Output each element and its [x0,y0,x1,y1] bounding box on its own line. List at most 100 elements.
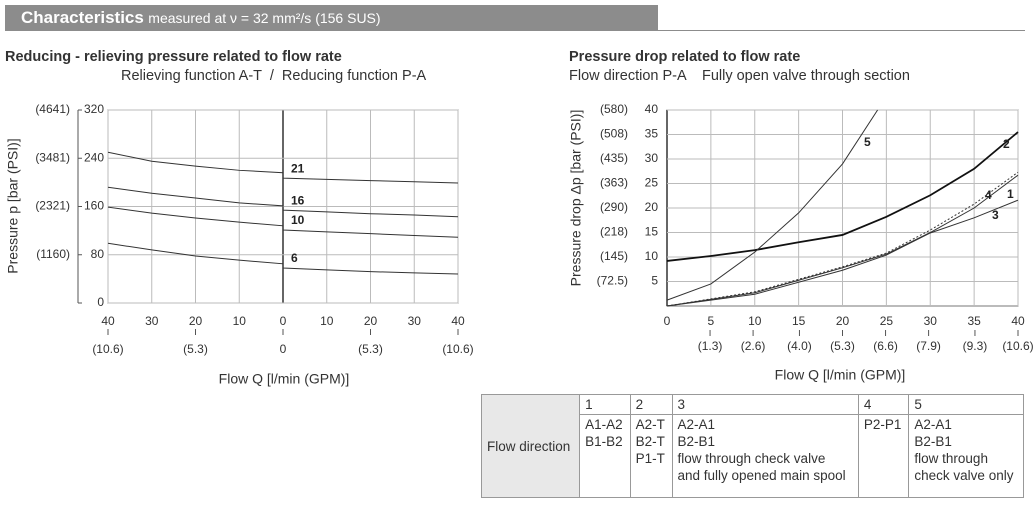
series-line [107,206,459,238]
cell-line: A2-A1 [914,417,952,432]
y-tick-label: 240 [84,150,104,164]
cell-line: A2-A1 [677,417,716,432]
header-rule [658,30,1025,31]
column-cell: A2-T B2-T P1-T [629,414,673,498]
series-label: 16 [291,193,305,207]
y2-tick-label: (1160) [36,247,70,261]
header-title: Characteristics [21,8,144,27]
y-tick-label: 20 [645,200,659,214]
cell-line: and fully opened main spool [677,468,846,483]
chart-subtitle: Flow direction P-A Fully open valve thro… [569,68,910,84]
column-cell: A2-A1 B2-B1 flow through check valve and fu… [671,414,859,498]
y-tick-label: 80 [91,247,105,261]
x2-tick-label: (2.6) [741,339,766,353]
x-tick-label: 40 [451,314,465,328]
cell-line: P2-P1 [863,417,902,432]
y2-tick-label: (580) [600,102,628,116]
x-tick-label: 30 [145,314,159,328]
x-tick-label: 0 [280,314,287,328]
series-line [107,186,459,218]
series-label: 10 [291,213,305,227]
x2-tick-label: (5.3) [830,339,855,353]
y2-tick-label: (72.5) [597,274,628,288]
cell-line: flow through [914,451,988,466]
y-tick-label: 30 [645,151,659,165]
x2-tick-label: 0 [280,342,287,356]
series-label: 5 [864,135,871,149]
y-tick-label: 35 [645,127,659,141]
series-label: 1 [1007,187,1014,201]
x-tick-label: 30 [408,314,422,328]
cell-line: P1-T [635,451,665,466]
column-number: 3 [671,394,859,415]
series-line [107,242,459,275]
x2-tick-label: (5.3) [358,342,383,356]
y-axis-title: Pressure p [bar (PSI)] [5,138,21,273]
x-tick-label: 40 [101,314,115,328]
chart-title: Reducing - relieving pressure related to… [5,49,342,65]
x2-tick-label: (10.6) [442,342,473,356]
x2-tick-label: (6.6) [873,339,898,353]
x2-tick-label: (9.3) [963,339,988,353]
x-tick-label: 0 [664,314,671,328]
cell-line: B1-B2 [585,434,623,449]
x-tick-label: 20 [836,314,850,328]
header-subtitle: measured at ν = 32 mm²/s (156 SUS) [148,10,381,26]
x-axis-title: Flow Q [l/min (GPM)] [219,371,350,387]
series-line [666,174,1019,307]
x-axis-title: Flow Q [l/min (GPM)] [775,367,906,383]
series-line [107,151,459,184]
column-number: 4 [857,394,910,415]
y-tick-label: 15 [645,225,659,239]
cell-line: A2-T [635,417,665,432]
y-tick-label: 0 [97,295,104,309]
x-tick-label: 10 [233,314,247,328]
y2-tick-label: (145) [600,249,628,263]
series-line [666,171,1019,307]
series-label: 3 [992,208,999,222]
y2-tick-label: (435) [600,151,628,165]
header-bar: Characteristics measured at ν = 32 mm²/s… [5,5,658,31]
chart-subtitle: Relieving function A-T / Reducing functi… [121,68,427,84]
column-cell: A2-A1 B2-B1 flow through check valve only [908,414,1024,498]
x-tick-label: 15 [792,314,806,328]
y-tick-label: 25 [645,176,659,190]
x2-tick-label: (7.9) [916,339,941,353]
cell-line: B2-B1 [914,434,952,449]
x-tick-label: 10 [748,314,762,328]
y-tick-label: 10 [645,249,659,263]
x-tick-label: 10 [320,314,334,328]
cell-line: B2-B1 [677,434,716,449]
y2-tick-label: (4641) [35,102,70,116]
cell-line: flow through check valve [677,451,826,466]
x-tick-label: 5 [708,314,715,328]
column-cell: A1-A2 B1-B2 [579,414,631,498]
series-line [666,199,1019,307]
charts: Reducing - relieving pressure related to… [5,49,1033,387]
cell-line: check valve only [914,468,1014,483]
x2-tick-label: (1.3) [698,339,723,353]
x2-tick-label: (10.6) [1002,339,1033,353]
series-line [666,131,1019,262]
y-axis-title: Pressure drop Δp [bar (PSI)] [568,110,584,287]
x2-tick-label: (10.6) [92,342,123,356]
column-cell: P2-P1 [857,414,910,498]
column-number: 2 [629,394,673,415]
column-number: 5 [908,394,1024,415]
x-tick-label: 35 [967,314,981,328]
x2-tick-label: (5.3) [183,342,208,356]
cell-line: A1-A2 [585,417,623,432]
y2-tick-label: (508) [600,127,628,141]
series-label: 2 [1003,137,1010,151]
x-tick-label: 20 [189,314,203,328]
table-body-row: A1-A2 B1-B2 A2-T B2-T P1-T A2-A1 B2-B1 flow thr… [482,414,1024,498]
y2-tick-label: (363) [600,176,628,190]
chart-title: Pressure drop related to flow rate [569,49,800,65]
y2-tick-label: (3481) [35,150,70,164]
x-tick-label: 20 [364,314,378,328]
series-line [666,109,879,301]
y2-tick-label: (2321) [35,199,70,213]
